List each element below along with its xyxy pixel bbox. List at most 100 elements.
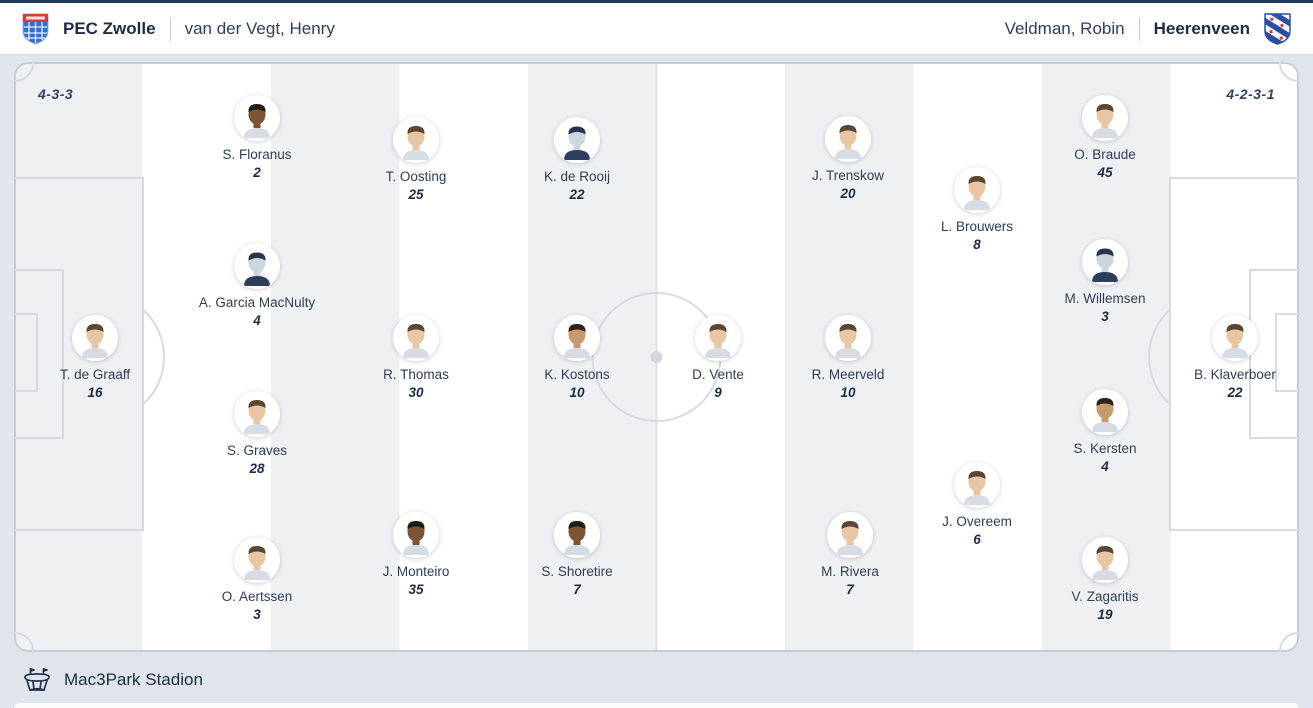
away-formation-label: 4-2-3-1 — [1226, 86, 1275, 102]
player-number: 20 — [840, 186, 856, 201]
player-avatar[interactable] — [72, 315, 118, 361]
player-name: K. de Rooij — [543, 169, 611, 184]
player-placeholder-avatar — [564, 126, 590, 160]
player-away-s-kersten[interactable]: S. Kersten 4 — [1030, 389, 1180, 474]
player-avatar[interactable] — [234, 243, 280, 289]
player-avatar[interactable] — [234, 537, 280, 583]
player-home-t-de-graaff[interactable]: T. de Graaff 16 — [20, 315, 170, 400]
player-name: O. Braude — [1074, 147, 1136, 162]
away-team-block[interactable]: Veldman, Robin Heerenveen — [1004, 12, 1291, 45]
player-name: J. Monteiro — [382, 564, 450, 579]
player-away-j-overeem[interactable]: J. Overeem 6 — [902, 462, 1052, 547]
player-home-a-garcia-macnulty[interactable]: A. Garcia MacNulty 4 — [182, 243, 332, 328]
stadium-icon — [24, 668, 50, 691]
player-name: T. Oosting — [385, 169, 447, 184]
player-name: S. Shoretire — [541, 564, 613, 579]
player-home-r-thomas[interactable]: R. Thomas 30 — [341, 315, 491, 400]
home-team-name[interactable]: PEC Zwolle — [63, 18, 156, 38]
player-name: V. Zagaritis — [1071, 589, 1139, 604]
player-avatar[interactable] — [695, 315, 741, 361]
player-photo-avatar — [244, 400, 270, 434]
player-avatar[interactable] — [554, 512, 600, 558]
player-avatar[interactable] — [234, 95, 280, 141]
home-team-block[interactable]: PEC Zwolle van der Vegt, Henry — [22, 13, 335, 45]
player-avatar[interactable] — [1212, 315, 1258, 361]
player-number: 2 — [253, 165, 261, 180]
player-avatar[interactable] — [554, 117, 600, 163]
player-avatar[interactable] — [954, 167, 1000, 213]
player-away-m-rivera[interactable]: M. Rivera 7 — [775, 512, 925, 597]
player-away-l-brouwers[interactable]: L. Brouwers 8 — [902, 167, 1052, 252]
player-name: D. Vente — [692, 367, 744, 382]
player-home-t-oosting[interactable]: T. Oosting 25 — [341, 117, 491, 202]
match-header: PEC Zwolle van der Vegt, Henry Veldman, … — [0, 3, 1313, 55]
player-photo-avatar — [244, 546, 270, 580]
home-coach-name: van der Vegt, Henry — [184, 18, 335, 38]
player-number: 25 — [408, 187, 424, 202]
player-away-r-meerveld[interactable]: R. Meerveld 10 — [773, 315, 923, 400]
player-avatar[interactable] — [827, 512, 873, 558]
player-photo-avatar — [403, 324, 429, 358]
player-number: 7 — [573, 582, 581, 597]
player-away-m-willemsen[interactable]: M. Willemsen 3 — [1030, 239, 1180, 324]
player-number: 7 — [846, 582, 854, 597]
player-number: 3 — [253, 607, 261, 622]
player-name: M. Rivera — [821, 564, 879, 579]
player-name: T. de Graaff — [59, 367, 131, 382]
player-away-v-zagaritis[interactable]: V. Zagaritis 19 — [1030, 537, 1180, 622]
venue-name: Mac3Park Stadion — [64, 670, 203, 689]
player-number: 9 — [714, 385, 722, 400]
player-away-d-vente[interactable]: D. Vente 9 — [643, 315, 793, 400]
player-photo-avatar — [837, 521, 863, 555]
player-number: 35 — [408, 582, 424, 597]
player-number: 16 — [87, 385, 103, 400]
player-name: M. Willemsen — [1064, 291, 1146, 306]
player-avatar[interactable] — [1082, 95, 1128, 141]
away-coach-name: Veldman, Robin — [1004, 18, 1125, 38]
player-photo-avatar — [705, 324, 731, 358]
player-home-s-shoretire[interactable]: S. Shoretire 7 — [502, 512, 652, 597]
player-photo-avatar — [1222, 324, 1248, 358]
player-avatar[interactable] — [825, 315, 871, 361]
header-divider — [1138, 16, 1140, 41]
player-placeholder-avatar — [244, 252, 270, 286]
player-name: R. Meerveld — [811, 367, 885, 382]
center-spot — [650, 351, 663, 363]
player-name: L. Brouwers — [940, 219, 1014, 234]
player-number: 10 — [840, 385, 856, 400]
player-name: J. Trenskow — [811, 168, 885, 183]
player-avatar[interactable] — [1082, 389, 1128, 435]
player-photo-avatar — [964, 471, 990, 505]
player-home-j-monteiro[interactable]: J. Monteiro 35 — [341, 512, 491, 597]
home-formation-label: 4-3-3 — [38, 86, 74, 102]
player-name: O. Aertssen — [221, 589, 293, 604]
player-home-s-graves[interactable]: S. Graves 28 — [182, 391, 332, 476]
away-team-name[interactable]: Heerenveen — [1153, 18, 1250, 38]
player-name: S. Graves — [226, 443, 288, 458]
venue-bar: Mac3Park Stadion — [0, 652, 1313, 708]
player-name: A. Garcia MacNulty — [198, 295, 316, 310]
player-avatar[interactable] — [954, 462, 1000, 508]
player-home-o-aertssen[interactable]: O. Aertssen 3 — [182, 537, 332, 622]
player-avatar[interactable] — [1082, 537, 1128, 583]
player-number: 4 — [1101, 459, 1109, 474]
player-avatar[interactable] — [393, 512, 439, 558]
header-divider — [169, 16, 171, 41]
player-away-j-trenskow[interactable]: J. Trenskow 20 — [773, 116, 923, 201]
player-photo-avatar — [564, 521, 590, 555]
player-away-b-klaverboer[interactable]: B. Klaverboer 22 — [1160, 315, 1299, 400]
player-home-k-de-rooij[interactable]: K. de Rooij 22 — [502, 117, 652, 202]
player-photo-avatar — [1092, 104, 1118, 138]
player-placeholder-avatar — [1092, 248, 1118, 282]
player-avatar[interactable] — [825, 116, 871, 162]
player-avatar[interactable] — [393, 315, 439, 361]
player-avatar[interactable] — [1082, 239, 1128, 285]
player-home-s-floranus[interactable]: S. Floranus 2 — [182, 95, 332, 180]
player-home-k-kostons[interactable]: K. Kostons 10 — [502, 315, 652, 400]
player-away-o-braude[interactable]: O. Braude 45 — [1030, 95, 1180, 180]
player-avatar[interactable] — [393, 117, 439, 163]
player-photo-avatar — [1092, 398, 1118, 432]
player-number: 45 — [1097, 165, 1113, 180]
player-avatar[interactable] — [234, 391, 280, 437]
player-avatar[interactable] — [554, 315, 600, 361]
